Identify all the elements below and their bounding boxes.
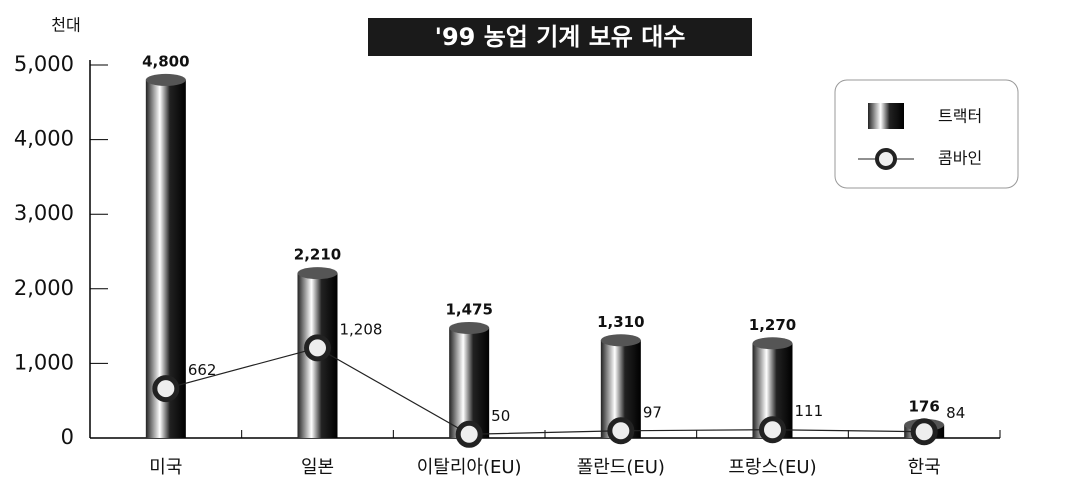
x-tick-label: 프랑스(EU) <box>728 457 816 478</box>
y-tick-label: 5,000 <box>14 52 74 76</box>
value-label: 84 <box>946 404 965 422</box>
marker <box>759 416 786 444</box>
value-label: 176 <box>909 397 940 415</box>
bar-cap <box>752 337 793 350</box>
value-label: 1,475 <box>445 300 492 318</box>
value-label: 111 <box>795 402 824 420</box>
value-label: 50 <box>491 407 510 425</box>
bar-cap <box>600 334 641 347</box>
y-tick-label: 1,000 <box>14 350 74 374</box>
value-label: 1,208 <box>340 320 383 338</box>
x-tick-label: 폴란드(EU) <box>577 457 665 478</box>
x-tick-label: 한국 <box>908 457 941 478</box>
marker <box>910 418 938 446</box>
value-label: 662 <box>188 361 217 379</box>
y-tick-label: 0 <box>61 425 74 449</box>
bar-cap <box>449 321 490 334</box>
marker <box>152 375 180 403</box>
title-box <box>368 18 752 56</box>
y-tick-label: 2,000 <box>14 276 74 300</box>
bar-cap <box>145 73 186 86</box>
bar <box>449 327 490 438</box>
y-tick-label: 4,000 <box>14 127 74 151</box>
x-tick-label: 이탈리아(EU) <box>417 457 522 478</box>
value-label: 2,210 <box>294 246 341 264</box>
y-tick-label: 3,000 <box>14 201 74 225</box>
marker <box>607 417 635 445</box>
value-label: 4,800 <box>142 52 189 70</box>
marker <box>304 334 331 362</box>
y-unit: 천대 <box>51 16 80 35</box>
legend-label: 트랙터 <box>938 107 982 126</box>
value-label: 1,270 <box>749 316 796 334</box>
legend-box <box>834 79 1019 189</box>
x-tick-label: 일본 <box>301 457 334 478</box>
bar-cap <box>297 267 338 280</box>
chart-title: '99 농업 기계 보유 대수 <box>435 23 686 51</box>
value-label: 97 <box>643 403 662 421</box>
line <box>165 347 925 435</box>
legend-swatch <box>868 103 904 129</box>
legend-marker <box>875 148 897 170</box>
marker <box>455 420 483 448</box>
value-label: 1,310 <box>597 313 644 331</box>
x-tick-label: 미국 <box>149 457 182 478</box>
legend-label: 콤바인 <box>938 149 982 168</box>
